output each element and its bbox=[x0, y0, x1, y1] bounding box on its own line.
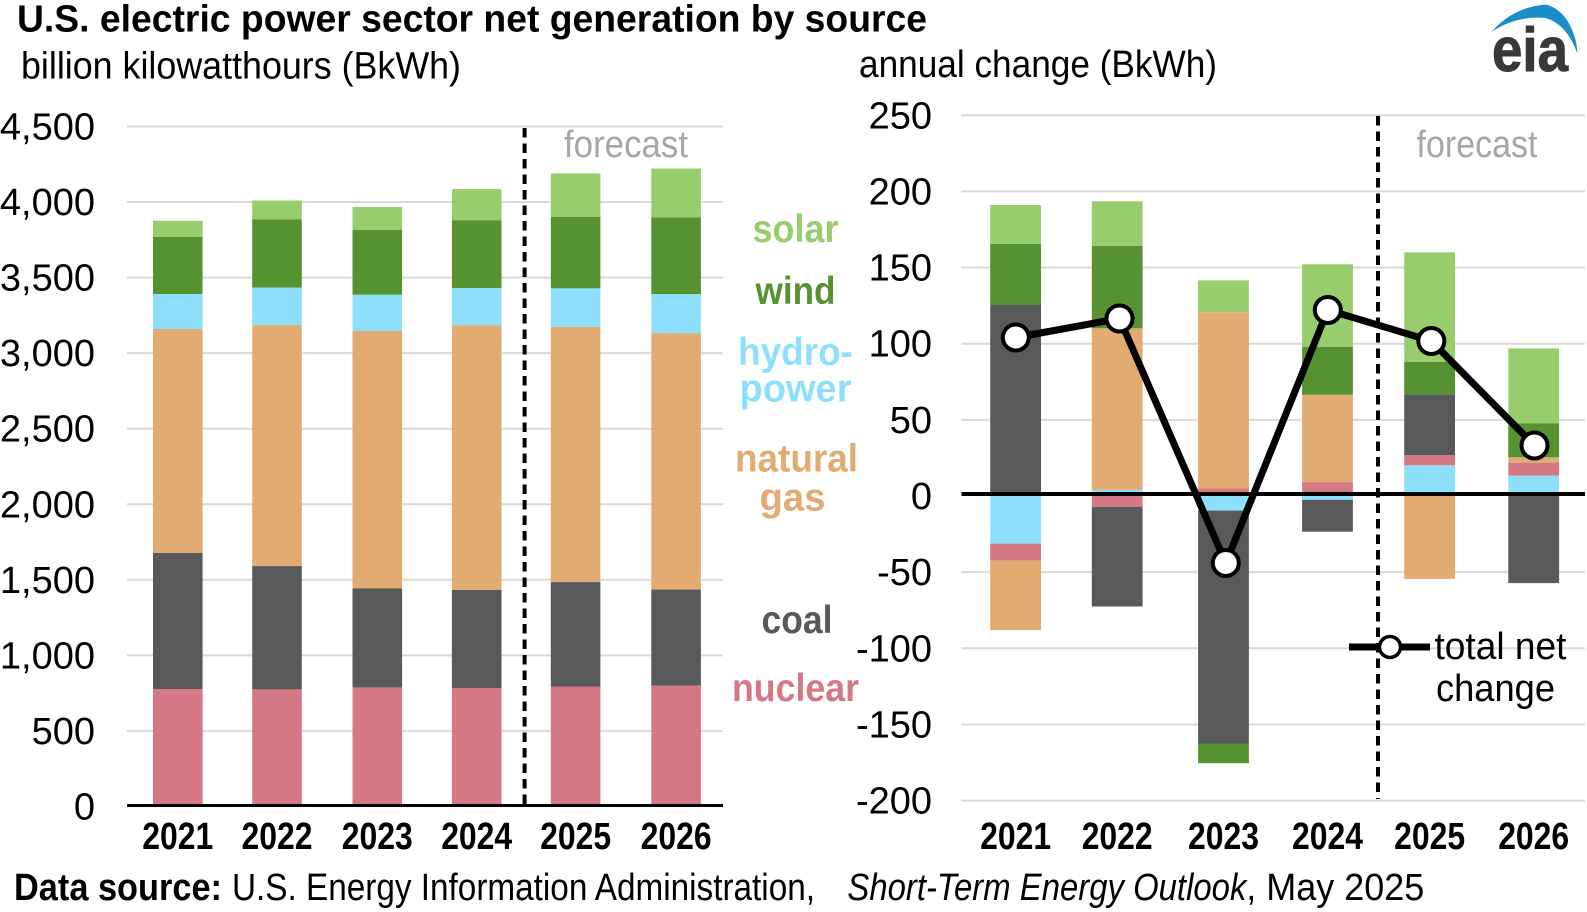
svg-text:1,000: 1,000 bbox=[0, 635, 95, 677]
svg-text:annual change (BkWh): annual change (BkWh) bbox=[859, 44, 1217, 86]
svg-text:hydro-: hydro- bbox=[738, 331, 853, 374]
svg-text:250: 250 bbox=[869, 95, 932, 137]
svg-text:50: 50 bbox=[890, 400, 932, 442]
svg-text:4,500: 4,500 bbox=[0, 106, 95, 148]
svg-text:2025: 2025 bbox=[1394, 816, 1465, 858]
svg-text:change: change bbox=[1436, 668, 1555, 710]
svg-text:2022: 2022 bbox=[242, 816, 313, 858]
svg-text:U.S. Energy Information Admini: U.S. Energy Information Administration, bbox=[232, 867, 815, 909]
svg-text:2023: 2023 bbox=[342, 816, 413, 858]
svg-text:-50: -50 bbox=[877, 552, 932, 594]
svg-text:200: 200 bbox=[869, 171, 932, 213]
svg-text:U.S. electric power sector net: U.S. electric power sector net generatio… bbox=[17, 0, 927, 41]
svg-text:Short-Term Energy Outlook: Short-Term Energy Outlook bbox=[847, 867, 1248, 909]
svg-text:coal: coal bbox=[762, 599, 833, 642]
svg-text:Data source:: Data source: bbox=[14, 867, 222, 909]
svg-text:total net: total net bbox=[1435, 626, 1567, 668]
svg-text:2026: 2026 bbox=[641, 816, 712, 858]
svg-text:billion kilowatthours (BkWh): billion kilowatthours (BkWh) bbox=[21, 45, 461, 87]
svg-text:solar: solar bbox=[753, 208, 839, 251]
svg-text:-200: -200 bbox=[856, 781, 932, 823]
svg-text:natural: natural bbox=[735, 438, 858, 481]
svg-text:forecast: forecast bbox=[564, 124, 688, 166]
svg-text:1,500: 1,500 bbox=[0, 560, 95, 602]
svg-text:2026: 2026 bbox=[1498, 816, 1569, 858]
svg-text:3,500: 3,500 bbox=[0, 258, 95, 300]
svg-text:100: 100 bbox=[869, 324, 932, 366]
svg-text:3,000: 3,000 bbox=[0, 333, 95, 375]
svg-text:2024: 2024 bbox=[1292, 816, 1363, 858]
svg-text:2021: 2021 bbox=[980, 816, 1051, 858]
svg-text:2021: 2021 bbox=[142, 816, 213, 858]
svg-text:, May 2025: , May 2025 bbox=[1246, 867, 1424, 909]
svg-text:500: 500 bbox=[32, 711, 95, 753]
svg-text:2025: 2025 bbox=[540, 816, 611, 858]
svg-text:power: power bbox=[740, 368, 852, 411]
svg-text:4,000: 4,000 bbox=[0, 182, 95, 224]
svg-text:-150: -150 bbox=[856, 704, 932, 746]
svg-text:-100: -100 bbox=[856, 628, 932, 670]
svg-text:2,000: 2,000 bbox=[0, 484, 95, 526]
svg-text:forecast: forecast bbox=[1417, 124, 1538, 166]
svg-text:2023: 2023 bbox=[1188, 816, 1259, 858]
svg-text:2022: 2022 bbox=[1082, 816, 1153, 858]
svg-text:0: 0 bbox=[911, 476, 932, 518]
svg-text:eia: eia bbox=[1492, 16, 1568, 85]
svg-text:150: 150 bbox=[869, 248, 932, 290]
svg-text:2,500: 2,500 bbox=[0, 409, 95, 451]
svg-text:nuclear: nuclear bbox=[732, 667, 859, 710]
svg-text:wind: wind bbox=[755, 270, 836, 313]
svg-text:gas: gas bbox=[760, 477, 826, 520]
svg-text:0: 0 bbox=[74, 787, 95, 829]
svg-text:2024: 2024 bbox=[441, 816, 512, 858]
